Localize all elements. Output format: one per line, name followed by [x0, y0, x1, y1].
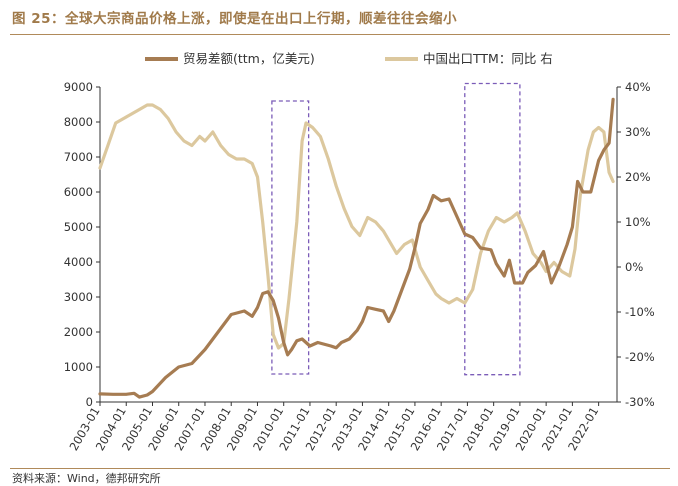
legend-label-export-yoy: 中国出口TTM：同比 右 — [423, 51, 553, 66]
y-left-tick-label: 8000 — [64, 115, 93, 129]
y-right-tick-label: -10% — [625, 305, 655, 319]
y-right-tick-label: 0% — [625, 260, 643, 274]
source-note: 资料来源：Wind，德邦研究所 — [12, 472, 161, 485]
series-line-trade-balance — [98, 97, 615, 399]
y-right-tick-label: 10% — [625, 215, 651, 229]
highlight-box — [464, 82, 521, 376]
title-divider — [10, 34, 670, 35]
figure-title: 图 25：全球大宗商品价格上涨，即使是在出口上行期，顺差往往会缩小 — [12, 11, 457, 27]
source-divider — [10, 468, 670, 469]
legend-label-trade-balance: 贸易差额(ttm，亿美元) — [183, 51, 315, 66]
series-line-export-yoy — [98, 103, 615, 350]
highlight-boxes — [271, 82, 521, 376]
y-left-tick-label: 9000 — [64, 80, 93, 94]
y-right-tick-label: -30% — [625, 395, 655, 409]
y-right-tick-label: 20% — [625, 170, 651, 184]
y-right-tick-label: 30% — [625, 125, 651, 139]
trade-export-chart: 贸易差额(ttm，亿美元) 中国出口TTM：同比 右 0 1000 2000 3000… — [64, 51, 655, 453]
axes: 0 1000 2000 3000 4000 5000 6000 7000 8000 9000 -30… — [64, 80, 655, 453]
y-right-tick-label: 40% — [625, 80, 651, 94]
y-right-tick-label: -20% — [625, 350, 655, 364]
legend: 贸易差额(ttm，亿美元) 中国出口TTM：同比 右 — [145, 51, 553, 66]
y-left-tick-label: 7000 — [64, 150, 93, 164]
y-left-tick-label: 4000 — [64, 255, 93, 269]
y-left-tick-label: 2000 — [64, 325, 93, 339]
y-left-tick-label: 3000 — [64, 290, 93, 304]
series-lines — [98, 97, 615, 399]
y-left-tick-label: 0 — [86, 395, 93, 409]
y-left-tick-label: 5000 — [64, 220, 93, 234]
y-left-tick-label: 6000 — [64, 185, 93, 199]
y-left-tick-label: 1000 — [64, 360, 93, 374]
